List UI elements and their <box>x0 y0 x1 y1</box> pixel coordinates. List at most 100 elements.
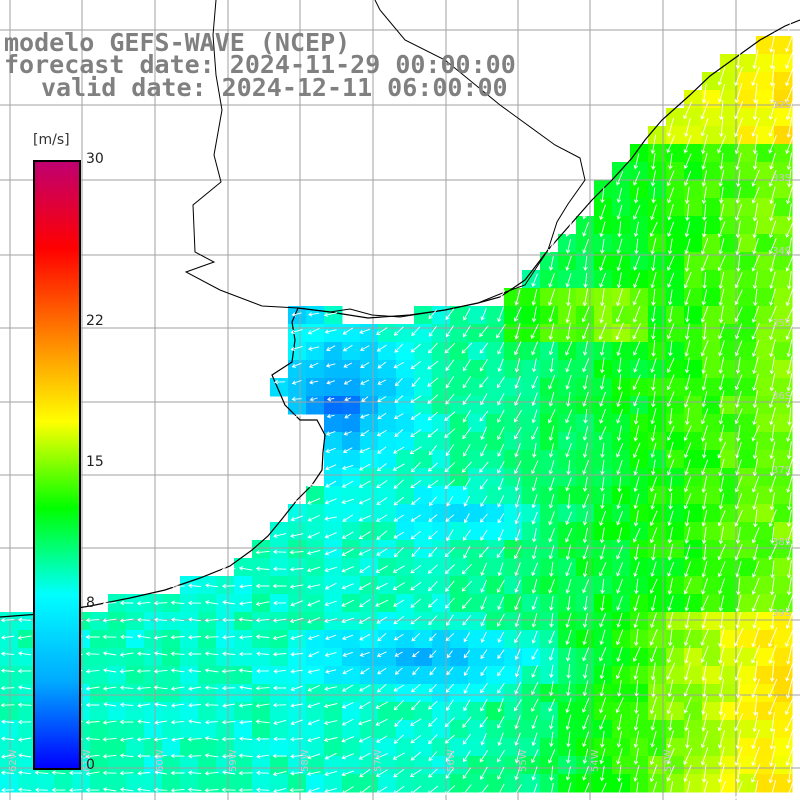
wind-arrow <box>272 753 287 759</box>
wind-arrow <box>393 326 404 336</box>
wind-arrow <box>341 702 354 709</box>
wind-cell <box>270 558 289 577</box>
wind-arrow <box>667 305 673 323</box>
wind-arrow <box>221 753 236 759</box>
wind-arrow <box>735 323 743 340</box>
wind-arrow <box>377 446 387 454</box>
wind-arrow <box>633 170 641 186</box>
wind-cell <box>540 306 559 325</box>
wind-arrow <box>102 618 117 623</box>
wind-cell <box>432 342 451 361</box>
wind-arrow <box>599 221 606 238</box>
wind-arrow <box>272 583 287 589</box>
wind-arrow <box>531 341 539 356</box>
wind-arrow <box>360 345 370 352</box>
longitude-label: 56W <box>446 749 457 772</box>
wind-arrow <box>393 768 405 778</box>
wind-arrow <box>684 780 691 800</box>
wind-arrow <box>633 153 640 170</box>
wind-arrow <box>153 635 168 640</box>
wind-arrow <box>548 477 555 492</box>
wind-cell <box>648 702 667 721</box>
wind-arrow <box>204 753 219 758</box>
wind-cell <box>594 720 613 739</box>
wind-cell <box>270 756 289 775</box>
wind-cell <box>306 360 325 379</box>
wind-arrow <box>582 511 588 526</box>
wind-cell <box>540 666 559 685</box>
wind-cell <box>738 504 757 523</box>
wind-cell <box>108 612 127 631</box>
wind-arrow <box>753 83 758 104</box>
colorbar-units: [m/s] <box>33 132 70 148</box>
wind-arrow <box>734 340 743 357</box>
wind-cell <box>720 540 739 559</box>
wind-arrow <box>324 752 337 760</box>
wind-arrow <box>751 644 761 664</box>
wind-arrow <box>600 238 605 255</box>
wind-arrow <box>514 682 522 695</box>
wind-arrow <box>600 493 605 510</box>
wind-cell <box>612 432 631 451</box>
wind-arrow <box>461 563 472 575</box>
wind-cell <box>702 162 721 181</box>
wind-arrow <box>342 668 354 675</box>
wind-cell <box>558 738 577 757</box>
wind-cell <box>630 720 649 739</box>
wind-arrow <box>718 356 725 374</box>
wind-arrow <box>599 527 605 544</box>
wind-arrow <box>445 359 455 371</box>
wind-arrow <box>752 390 758 409</box>
wind-arrow <box>734 746 743 766</box>
wind-cell <box>450 342 469 361</box>
wind-cell <box>252 738 271 757</box>
wind-cell <box>540 594 559 613</box>
wind-arrow <box>480 513 488 523</box>
wind-arrow <box>700 628 709 646</box>
wind-arrow <box>238 617 253 622</box>
wind-arrow <box>752 611 759 629</box>
wind-arrow <box>632 374 641 391</box>
wind-arrow <box>308 362 319 368</box>
wind-cell <box>756 450 775 469</box>
wind-cell <box>630 540 649 559</box>
wind-arrow <box>358 735 371 743</box>
wind-arrow <box>85 634 100 640</box>
wind-arrow <box>735 152 742 171</box>
wind-arrow <box>497 766 505 780</box>
wind-arrow <box>734 544 743 561</box>
model-title: modelo GEFS-WAVE (NCEP) <box>4 28 351 57</box>
wind-arrow <box>632 528 641 543</box>
wind-cell <box>108 630 127 649</box>
wind-arrow <box>0 668 15 673</box>
wind-arrow <box>359 785 371 795</box>
wind-cell <box>450 774 469 793</box>
wind-arrow <box>769 577 775 596</box>
wind-cell <box>378 342 397 361</box>
wind-arrow <box>344 397 352 402</box>
wind-arrow <box>666 645 675 664</box>
wind-arrow <box>204 736 219 741</box>
wind-cell <box>342 360 361 379</box>
wind-arrow <box>377 667 387 675</box>
wind-cell <box>720 414 739 433</box>
wind-cell <box>126 630 145 649</box>
wind-arrow <box>701 763 707 783</box>
wind-arrow <box>633 561 640 577</box>
wind-cell <box>540 558 559 577</box>
wind-cell <box>720 144 739 163</box>
wind-arrow <box>35 787 49 793</box>
wind-arrow <box>685 730 690 749</box>
wind-arrow <box>188 635 202 640</box>
wind-arrow <box>734 781 743 800</box>
wind-cell <box>198 702 217 721</box>
wind-arrow <box>565 221 572 237</box>
wind-arrow <box>428 734 438 745</box>
wind-cell <box>486 540 505 559</box>
wind-arrow <box>684 611 691 629</box>
wind-cell <box>306 612 325 631</box>
wind-cell <box>522 702 541 721</box>
wind-arrow <box>479 546 489 558</box>
wind-arrow <box>718 374 725 391</box>
wind-cell <box>648 288 667 307</box>
